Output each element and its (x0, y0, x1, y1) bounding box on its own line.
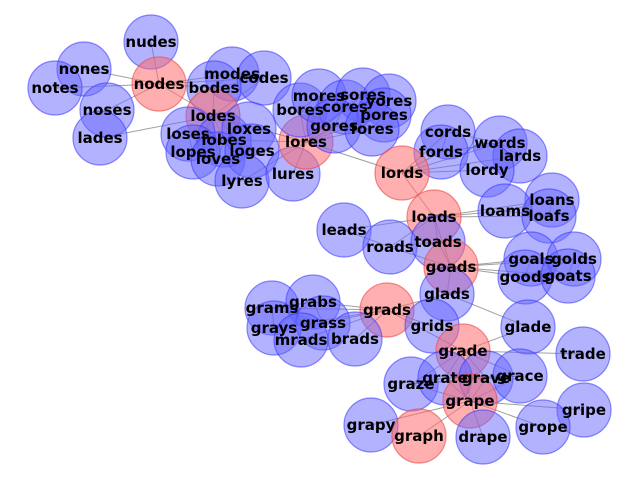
node-label-sores: sores (340, 86, 386, 104)
node-label-grams: grams (246, 299, 299, 317)
node-label-drape: drape (458, 428, 507, 446)
node-label-lobes: lobes (201, 131, 246, 149)
node-label-loges: loges (229, 142, 274, 160)
node-graph (391, 408, 447, 464)
node-label-lords: lords (381, 164, 424, 182)
node-label-mores: mores (293, 87, 346, 105)
node-notes (27, 60, 83, 116)
node-label-grade: grade (438, 342, 487, 360)
node-nodes (131, 56, 187, 112)
node-lades (72, 110, 128, 166)
node-trade (555, 326, 611, 382)
node-label-lades: lades (77, 129, 122, 147)
node-label-nones: nones (59, 60, 110, 78)
node-label-modes: modes (204, 65, 260, 83)
node-label-roads: roads (366, 238, 414, 256)
node-label-grape: grape (445, 392, 494, 410)
node-label-grabs: grabs (289, 293, 337, 311)
node-label-gores: gores (310, 117, 358, 135)
node-label-trade: trade (560, 345, 606, 363)
node-label-lures: lures (272, 165, 314, 183)
node-label-glads: glads (424, 285, 470, 303)
node-label-grass: grass (300, 314, 346, 332)
node-label-loxes: loxes (227, 120, 271, 138)
node-fores (344, 101, 400, 157)
node-label-grapy: grapy (347, 416, 396, 434)
node-label-cords: cords (425, 123, 471, 141)
node-label-mrads: mrads (275, 331, 328, 349)
node-label-goods: goods (499, 268, 550, 286)
node-label-graph: graph (394, 427, 444, 445)
node-label-notes: notes (31, 79, 78, 97)
node-drape (455, 409, 511, 465)
node-label-nodes: nodes (134, 75, 185, 93)
node-label-goads: goads (426, 258, 477, 276)
node-label-pores: pores (360, 106, 408, 124)
node-label-lordy: lordy (465, 161, 509, 179)
node-label-glade: glade (505, 318, 552, 336)
node-label-grids: grids (411, 317, 454, 335)
node-label-nudes: nudes (125, 33, 176, 51)
node-label-words: words (474, 134, 525, 152)
node-label-lyres: lyres (221, 172, 262, 190)
node-label-grope: grope (518, 418, 567, 436)
node-label-toads: toads (414, 233, 461, 251)
node-lords (374, 145, 430, 201)
node-label-bores: bores (276, 101, 324, 119)
node-label-grate: grate (422, 369, 468, 387)
node-label-goals: goals (508, 250, 553, 268)
node-grace (492, 348, 548, 404)
node-grope (515, 399, 571, 455)
node-label-graze: graze (387, 375, 434, 393)
node-label-bodes: bodes (189, 79, 240, 97)
node-label-grads: grads (363, 301, 411, 319)
node-label-lopes: lopes (170, 143, 215, 161)
node-label-noses: noses (82, 101, 131, 119)
node-label-lores: lores (285, 133, 327, 151)
node-goats (540, 248, 596, 304)
node-label-loams: loams (480, 202, 530, 220)
node-label-codes: codes (239, 69, 288, 87)
node-brads (327, 311, 383, 367)
node-label-golds: golds (551, 250, 597, 268)
node-label-brads: brads (331, 330, 379, 348)
node-label-fores: fores (350, 120, 393, 138)
node-label-grace: grace (496, 367, 543, 385)
node-label-loses: loses (166, 125, 210, 143)
node-label-loads: loads (411, 208, 456, 226)
node-label-yores: yores (366, 92, 413, 110)
node-label-grave: grave (462, 369, 510, 387)
node-label-lards: lards (499, 147, 541, 165)
node-label-loans: loans (529, 191, 574, 209)
node-label-goats: goats (544, 267, 591, 285)
node-label-leads: leads (321, 221, 366, 239)
node-label-cores: cores (322, 98, 368, 116)
node-label-gripe: gripe (562, 401, 606, 419)
node-label-lodes: lodes (190, 107, 235, 125)
node-label-loves: loves (196, 150, 240, 168)
node-label-fords: fords (419, 143, 463, 161)
node-label-loafs: loafs (528, 207, 569, 225)
node-label-grays: grays (251, 319, 298, 337)
